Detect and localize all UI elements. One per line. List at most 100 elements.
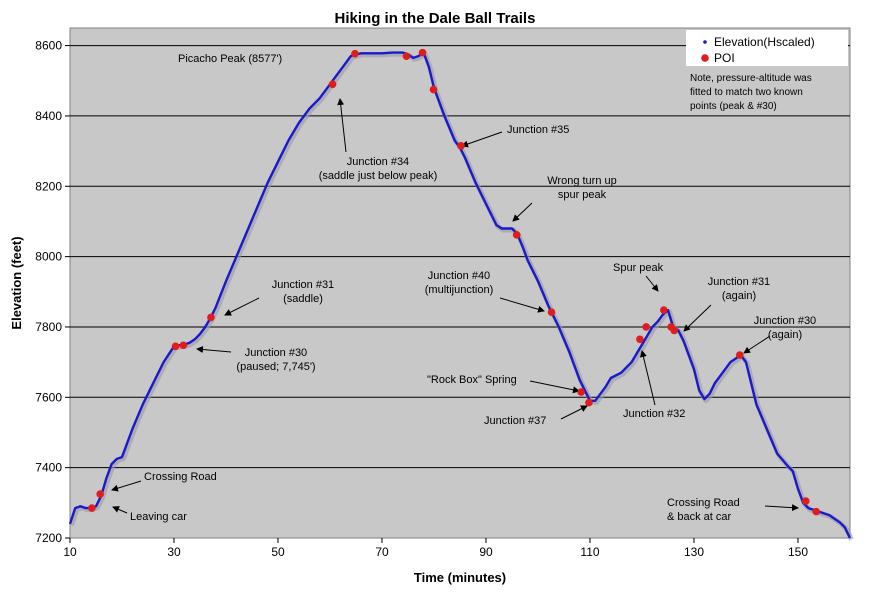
annotation-text: Crossing Road	[667, 497, 740, 509]
y-tick-label: 7800	[35, 320, 62, 334]
y-tick-label: 7200	[35, 531, 62, 545]
annotation-arrow	[645, 275, 659, 292]
annotation-text: Junction #37	[484, 415, 546, 427]
annotations: Leaving car Crossing Road Junction #30 (pau…	[111, 53, 816, 523]
annotation-text: "Rock Box" Spring	[427, 374, 517, 386]
poi-series	[88, 48, 820, 516]
annotation: Junction #30 (again)	[743, 315, 816, 354]
annotation: Junction #32	[623, 350, 685, 420]
x-tick-label: 110	[580, 545, 599, 559]
annotation-text: & back at car	[667, 511, 732, 523]
poi-point	[585, 398, 593, 407]
note-line: fitted to match two known	[690, 87, 803, 98]
annotation-arrow	[640, 350, 656, 406]
annotation: Junction #30 (paused; 7,745')	[196, 346, 316, 373]
plot-area	[69, 27, 851, 539]
annotation: Junction #31 (saddle)	[224, 279, 334, 316]
x-axis-label: Time (minutes)	[414, 570, 506, 585]
poi-point	[96, 490, 104, 498]
poi-point	[547, 308, 556, 316]
poi-point	[351, 49, 359, 58]
y-tick-label: 8200	[35, 179, 62, 193]
annotation-arrow	[743, 335, 771, 354]
annotation-arrow	[461, 131, 503, 148]
poi-point	[429, 85, 438, 94]
annotation: Junction #40 (multijunction)	[425, 270, 545, 313]
annotation: Junction #35	[461, 124, 569, 148]
annotation: Junction #37	[484, 405, 588, 427]
annotation-text: Leaving car	[130, 511, 187, 523]
annotation-arrow	[196, 346, 232, 354]
annotation: Leaving car	[112, 506, 187, 523]
annotation: Spur peak	[613, 262, 664, 292]
poi-point	[179, 341, 188, 350]
poi-point	[457, 142, 465, 150]
annotation-text: Junction #31	[272, 279, 334, 291]
x-tick-label: 70	[375, 545, 389, 559]
annotation-text: Junction #34	[347, 156, 409, 168]
poi-point	[636, 335, 644, 344]
poi-point	[88, 504, 96, 512]
poi-point	[735, 351, 744, 359]
annotation-arrow	[512, 202, 533, 222]
x-axis-ticks: 10 30 50 70 90 110 130 150	[63, 538, 808, 559]
annotation-text: (saddle just below peak)	[319, 170, 438, 182]
y-tick-label: 8600	[35, 39, 62, 53]
calibration-note: Note, pressure-altitude was fitted to mat…	[690, 73, 812, 112]
x-tick-label: 50	[271, 545, 285, 559]
annotation-text: spur peak	[558, 189, 607, 201]
legend-box	[686, 30, 848, 66]
annotation-text: Picacho Peak (8577')	[178, 53, 282, 65]
legend-elevation-label: Elevation(Hscaled)	[714, 35, 815, 49]
elevation-line	[68, 51, 852, 539]
annotation: Wrong turn up spur peak	[512, 175, 617, 222]
annotation-text: Junction #32	[623, 408, 685, 420]
poi-point	[512, 231, 521, 239]
annotation-text: Junction #35	[507, 124, 569, 136]
y-tick-label: 7600	[35, 390, 62, 404]
y-tick-label: 8000	[35, 250, 62, 264]
annotation: Crossing Road & back at car	[667, 497, 799, 523]
y-axis-label: Elevation (feet)	[9, 236, 24, 329]
annotation-arrow	[560, 405, 588, 420]
annotation-text: Junction #30	[754, 315, 816, 327]
annotation: Junction #34 (saddle just below peak)	[319, 98, 438, 182]
annotation-text: (saddle)	[283, 293, 323, 305]
legend-poi-label: POI	[714, 51, 735, 65]
poi-point	[802, 497, 810, 505]
annotation-arrow	[224, 297, 260, 316]
y-tick-label: 8400	[35, 109, 62, 123]
annotation-text: Spur peak	[613, 262, 664, 274]
y-tick-label: 7400	[35, 461, 62, 475]
annotation: "Rock Box" Spring	[427, 374, 580, 394]
legend: Elevation(Hscaled) POI	[686, 30, 848, 66]
annotation-arrow	[529, 380, 580, 394]
x-tick-label: 130	[684, 545, 704, 559]
annotation-arrow	[764, 504, 799, 512]
note-line: points (peak & #30)	[690, 101, 777, 112]
legend-poi-marker	[701, 54, 709, 62]
annotation-text: (again)	[722, 290, 756, 302]
annotation-arrow	[337, 98, 347, 153]
annotation: Crossing Road	[111, 471, 217, 492]
annotation-text: Wrong turn up	[547, 175, 617, 187]
annotation-text: (multijunction)	[425, 284, 493, 296]
y-axis-ticks: 7200 7400 7600 7800 8000 8200 8400 8600	[35, 39, 70, 545]
poi-point	[660, 306, 668, 314]
annotation: Picacho Peak (8577')	[178, 53, 282, 65]
poi-point	[207, 313, 215, 322]
poi-point	[171, 342, 180, 351]
x-tick-label: 90	[479, 545, 493, 559]
annotation-arrow	[111, 480, 142, 492]
annotation-arrow	[499, 297, 545, 313]
x-tick-label: 150	[788, 545, 808, 559]
poi-point	[642, 323, 650, 331]
x-tick-label: 10	[63, 545, 77, 559]
chart-title: Hiking in the Dale Ball Trails	[335, 10, 536, 27]
poi-point	[670, 326, 679, 335]
poi-point	[328, 80, 337, 89]
poi-point	[418, 48, 427, 57]
annotation-text: (again)	[768, 329, 802, 341]
annotation-text: (paused; 7,745')	[236, 361, 315, 373]
